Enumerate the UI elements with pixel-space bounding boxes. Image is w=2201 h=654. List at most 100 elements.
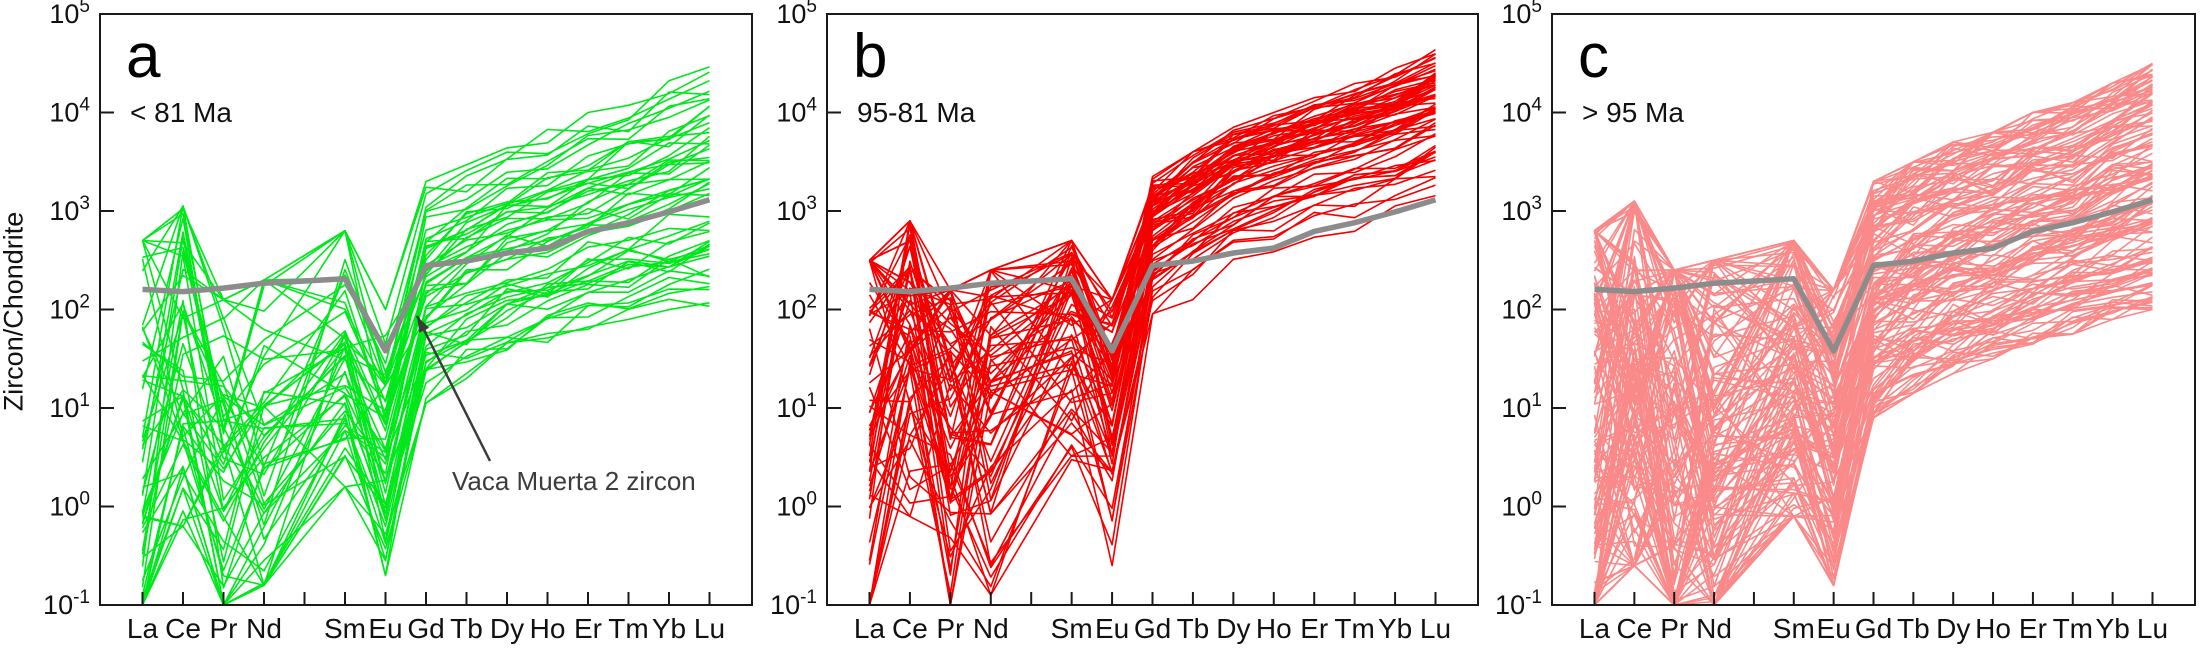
- zircon-line: [1593, 93, 2153, 399]
- panel-b-age-label: 95-81 Ma: [857, 97, 976, 128]
- zircon-line: [142, 239, 710, 587]
- y-tick-label: 105: [49, 0, 90, 29]
- zircon-line: [868, 79, 1436, 504]
- y-tick-label: 100: [1501, 489, 1542, 522]
- zircon-line: [868, 105, 1436, 500]
- x-tick-label-Tm: Tm: [1334, 613, 1374, 644]
- x-tick-label-Gd: Gd: [1134, 613, 1171, 644]
- annotation-text: Vaca Muerta 2 zircon: [452, 466, 696, 496]
- zircon-line: [868, 125, 1436, 501]
- x-tick-label-Dy: Dy: [1936, 613, 1970, 644]
- x-tick-label-Ce: Ce: [892, 613, 928, 644]
- x-tick-label-Lu: Lu: [2137, 613, 2168, 644]
- x-tick-label-Tb: Tb: [450, 613, 483, 644]
- y-tick-label: 10-1: [770, 587, 817, 620]
- y-axis-title: Zircon/Chondrite: [0, 211, 29, 412]
- zircon-line: [868, 107, 1436, 434]
- zircon-line: [1593, 218, 2153, 549]
- zircon-line: [868, 108, 1436, 517]
- zircon-line: [142, 105, 710, 421]
- zircon-line: [1594, 165, 2153, 410]
- zircon-line: [868, 122, 1436, 552]
- y-tick-label: 104: [776, 95, 817, 128]
- y-tick-label: 100: [776, 489, 817, 522]
- zircon-line: [868, 49, 1436, 373]
- x-tick-label-Ce: Ce: [1616, 613, 1652, 644]
- zircon-line: [141, 160, 710, 511]
- x-tick-label-Er: Er: [2019, 613, 2047, 644]
- zircon-line: [1593, 132, 2153, 424]
- zircon-line: [141, 268, 710, 605]
- zircon-line: [868, 53, 1436, 446]
- x-tick-label-Ce: Ce: [165, 613, 201, 644]
- x-tick-label-Er: Er: [574, 613, 602, 644]
- panel-b-box: [826, 13, 1479, 606]
- y-tick-label: 103: [49, 193, 90, 226]
- x-tick-label-Tb: Tb: [1177, 613, 1210, 644]
- zircon-line: [1593, 284, 2153, 605]
- x-tick-label-Eu: Eu: [1095, 613, 1129, 644]
- reference-line: [1594, 197, 2154, 354]
- annotation-arrow: [415, 315, 492, 462]
- x-tick-label-Pr: Pr: [1660, 613, 1688, 644]
- zircon-line: [1593, 225, 2153, 556]
- x-tick-label-Sm: Sm: [324, 613, 366, 644]
- zircon-line: [1593, 118, 2153, 377]
- panel-a-lines: [141, 66, 711, 605]
- zircon-line: [1593, 274, 2153, 605]
- y-tick-label: 104: [1501, 95, 1542, 128]
- reference-line: [869, 197, 1437, 354]
- x-tick-label-Gd: Gd: [1855, 613, 1892, 644]
- x-tick-label-Er: Er: [1300, 613, 1328, 644]
- zircon-line: [1593, 199, 2154, 605]
- zircon-line: [1593, 90, 2153, 393]
- zircon-line: [1593, 143, 2153, 501]
- zircon-line: [1593, 177, 2153, 508]
- zircon-line: [868, 64, 1436, 383]
- x-tick-label-Yb: Yb: [2096, 613, 2130, 644]
- x-tick-label-Eu: Eu: [1817, 613, 1851, 644]
- zircon-line: [141, 115, 710, 467]
- zircon-line: [141, 302, 710, 596]
- panel-b-letter: b: [853, 22, 888, 91]
- x-tick-label-Ho: Ho: [1975, 613, 2011, 644]
- y-tick-label: 104: [49, 95, 90, 128]
- x-tick-label-Pr: Pr: [936, 613, 964, 644]
- zircon-line: [142, 244, 710, 561]
- x-tick-label-Nd: Nd: [973, 613, 1009, 644]
- y-tick-label: 102: [1501, 292, 1542, 325]
- zircon-line: [1593, 202, 2153, 594]
- x-tick-label-Nd: Nd: [246, 613, 282, 644]
- zircon-line: [142, 230, 710, 587]
- x-tick-label-Tm: Tm: [608, 613, 648, 644]
- zircon-line: [141, 285, 710, 605]
- x-tick-label-Yb: Yb: [652, 613, 686, 644]
- x-tick-label-Nd: Nd: [1696, 613, 1732, 644]
- reference-line: [142, 197, 711, 354]
- zircon-line: [142, 91, 710, 385]
- zircon-line: [1594, 195, 2153, 582]
- x-tick-label-Tb: Tb: [1897, 613, 1930, 644]
- zircon-line: [1593, 152, 2153, 518]
- zircon-line: [142, 178, 710, 512]
- zircon-line: [868, 118, 1436, 605]
- zircon-line: [868, 184, 1436, 605]
- zircon-line: [868, 158, 1436, 518]
- x-tick-label-Eu: Eu: [368, 613, 402, 644]
- y-tick-label: 100: [49, 489, 90, 522]
- x-tick-label-La: La: [854, 613, 886, 644]
- zircon-line: [141, 248, 710, 605]
- zircon-line: [1593, 283, 2153, 587]
- zircon-line: [1593, 284, 2153, 605]
- x-tick-label-La: La: [127, 613, 159, 644]
- zircon-line: [1593, 291, 2153, 605]
- y-tick-label: 105: [1501, 0, 1542, 29]
- zircon-line: [1593, 251, 2153, 605]
- panel-a-box: [99, 13, 753, 606]
- x-tick-label-Gd: Gd: [407, 613, 444, 644]
- zircon-line: [142, 243, 710, 528]
- zircon-line: [1593, 222, 2153, 560]
- x-tick-label-Sm: Sm: [1773, 613, 1815, 644]
